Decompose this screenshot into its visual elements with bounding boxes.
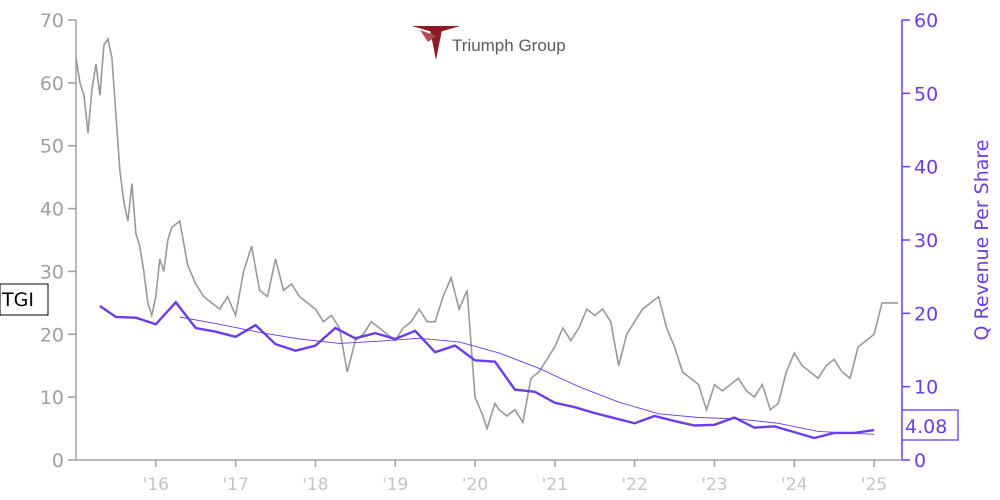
x-tick-label: '16 xyxy=(143,475,169,495)
ticker-label: TGI xyxy=(0,283,49,316)
triumph-logo-icon xyxy=(412,26,460,60)
x-tick-label: '18 xyxy=(302,475,328,495)
left-axis-ticks: 0 10 20 30 40 50 60 70 xyxy=(40,10,76,472)
right-tick-label: 30 xyxy=(914,230,938,252)
right-tick-label: 50 xyxy=(914,83,938,105)
right-tick-label: 10 xyxy=(914,377,938,399)
left-tick-label: 60 xyxy=(40,73,64,95)
ticker-text: TGI xyxy=(1,289,34,311)
left-tick-label: 70 xyxy=(40,10,64,32)
x-tick-label: '21 xyxy=(542,475,568,495)
x-tick-label: '19 xyxy=(382,475,408,495)
left-tick-label: 20 xyxy=(40,324,64,346)
right-axis-ticks: 0 10 20 30 40 50 60 xyxy=(902,10,938,472)
left-tick-label: 50 xyxy=(40,136,64,158)
right-tick-label: 20 xyxy=(914,303,938,325)
company-logo: Triumph Group xyxy=(412,26,566,60)
right-tick-label: 0 xyxy=(914,450,926,472)
x-tick-label: '25 xyxy=(861,475,887,495)
left-tick-label: 0 xyxy=(52,450,64,472)
last-value-text: 4.08 xyxy=(905,416,947,438)
left-tick-label: 10 xyxy=(40,387,64,409)
left-tick-label: 30 xyxy=(40,261,64,283)
right-tick-label: 60 xyxy=(914,10,938,32)
x-tick-label: '24 xyxy=(781,475,807,495)
x-tick-label: '23 xyxy=(701,475,727,495)
x-tick-label: '17 xyxy=(222,475,248,495)
revenue-series-line xyxy=(99,300,875,440)
x-axis-ticks: '16 '17 '18 '19 '20 '21 '22 '23 '24 '25 xyxy=(143,460,887,495)
revenue-trend-line xyxy=(179,316,875,435)
right-axis-title: Q Revenue Per Share xyxy=(971,140,993,341)
logo-text: Triumph Group xyxy=(452,36,566,55)
x-tick-label: '20 xyxy=(462,475,488,495)
last-value-label: 4.08 xyxy=(901,409,959,441)
left-tick-label: 40 xyxy=(40,199,64,221)
right-tick-label: 40 xyxy=(914,157,938,179)
x-tick-label: '22 xyxy=(621,475,647,495)
price-series-line xyxy=(75,36,898,432)
